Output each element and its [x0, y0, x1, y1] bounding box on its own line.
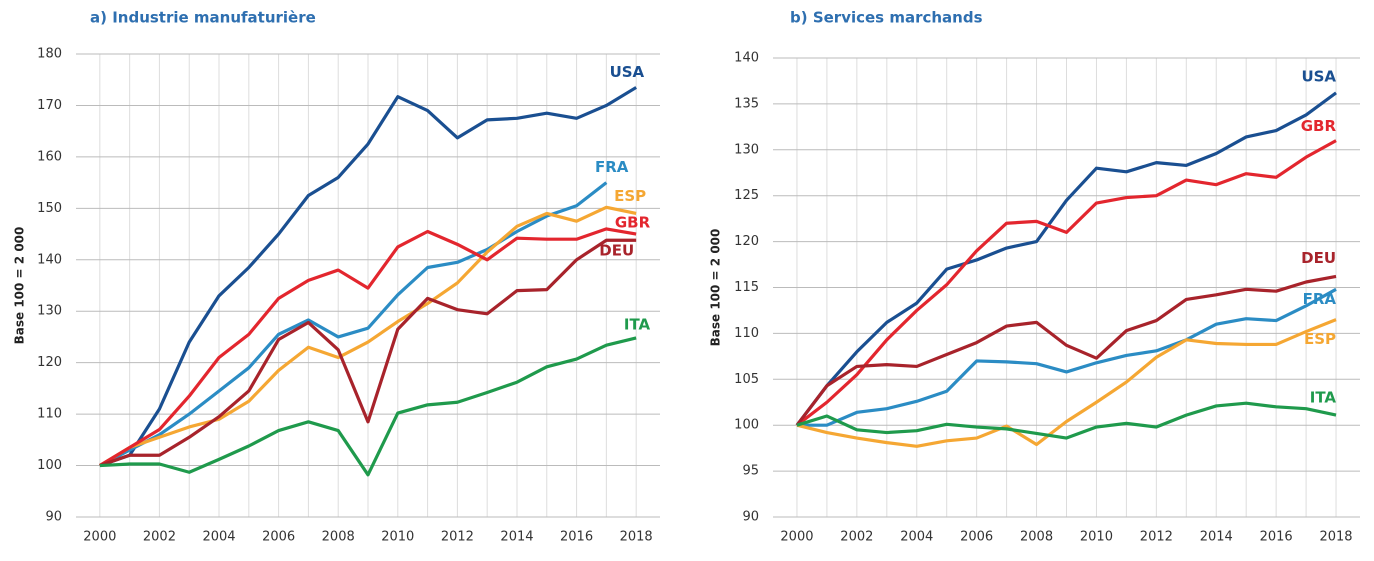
y-tick-label: 90	[742, 510, 759, 525]
y-axis-label: Base 100 = 2 000	[13, 227, 27, 345]
series-line	[99, 238, 637, 468]
y-tick-label: 150	[37, 201, 62, 216]
x-tick-label: 2002	[840, 530, 873, 545]
series-label: ESP	[1304, 330, 1336, 348]
y-tick-label: 140	[37, 252, 62, 267]
y-tick-label: 100	[734, 418, 759, 433]
y-tick-label: 140	[734, 51, 759, 66]
y-tick-label: 160	[37, 149, 62, 164]
series-label: USA	[610, 63, 645, 81]
x-tick-label: 2016	[560, 530, 593, 545]
series-label: ITA	[1310, 389, 1337, 407]
series-line	[796, 318, 1337, 448]
y-tick-label: 170	[37, 98, 62, 113]
y-tick-label: 100	[37, 458, 62, 473]
x-tick-label: 2012	[1140, 530, 1173, 545]
series-line	[795, 139, 1337, 427]
y-axis-label: Base 100 = 2 000	[709, 229, 723, 347]
x-tick-label: 2018	[620, 530, 653, 545]
x-tick-label: 2014	[1200, 530, 1233, 545]
y-tick-label: 130	[37, 304, 62, 319]
series-label: FRA	[595, 158, 629, 176]
series-line	[99, 205, 637, 467]
x-tick-label: 2004	[900, 530, 933, 545]
y-tick-label: 105	[734, 372, 759, 387]
y-tick-label: 120	[37, 355, 62, 370]
chart-title: b) Services marchands	[790, 9, 983, 27]
series-label: DEU	[1301, 249, 1336, 267]
x-tick-label: 2004	[202, 530, 235, 545]
series-label: USA	[1301, 67, 1336, 85]
x-tick-label: 2010	[1080, 530, 1113, 545]
x-tick-label: 2012	[441, 530, 474, 545]
x-tick-label: 2018	[1319, 530, 1352, 545]
y-tick-label: 120	[734, 234, 759, 249]
y-tick-label: 135	[734, 96, 759, 111]
y-tick-label: 110	[37, 407, 62, 422]
x-tick-label: 2008	[1020, 530, 1053, 545]
y-tick-label: 90	[45, 510, 62, 525]
series-line	[795, 274, 1337, 427]
y-tick-label: 115	[734, 280, 759, 295]
x-tick-label: 2002	[143, 530, 176, 545]
x-tick-label: 2000	[780, 530, 813, 545]
series-label: FRA	[1303, 290, 1337, 308]
series-label: ESP	[614, 187, 646, 205]
series-label: ITA	[624, 315, 651, 333]
series-line	[99, 336, 637, 477]
x-tick-label: 2000	[83, 530, 116, 545]
series-label: GBR	[615, 214, 651, 232]
series-line	[99, 181, 608, 467]
x-tick-label: 2008	[322, 530, 355, 545]
x-tick-label: 2010	[381, 530, 414, 545]
series-label: DEU	[599, 242, 634, 260]
series-line	[795, 91, 1337, 427]
y-tick-label: 130	[734, 142, 759, 157]
series-line	[99, 227, 637, 467]
chart-title: a) Industrie manufaturière	[90, 9, 316, 27]
y-tick-label: 95	[742, 464, 759, 479]
series-line	[796, 401, 1337, 440]
x-tick-label: 2016	[1260, 530, 1293, 545]
series-label: GBR	[1301, 117, 1337, 135]
x-tick-label: 2006	[262, 530, 295, 545]
x-tick-label: 2006	[960, 530, 993, 545]
y-tick-label: 110	[734, 326, 759, 341]
y-tick-label: 125	[734, 188, 759, 203]
x-tick-label: 2014	[500, 530, 533, 545]
y-tick-label: 180	[37, 47, 62, 62]
series-line	[99, 86, 637, 468]
series-line	[796, 287, 1337, 427]
